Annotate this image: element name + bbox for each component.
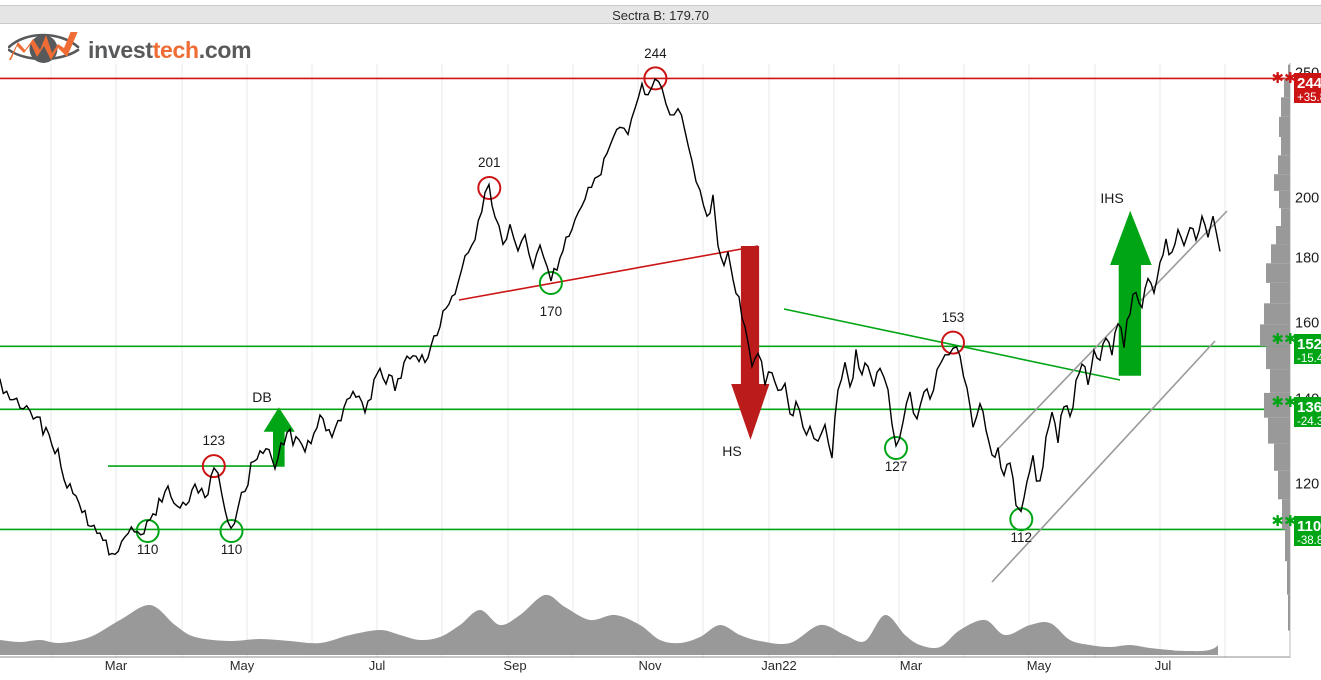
svg-text:110: 110 [221,542,243,557]
svg-text:123: 123 [203,433,226,448]
svg-text:Jul: Jul [1155,658,1172,673]
svg-text:160: 160 [1295,316,1319,332]
svg-text:-24.3: -24.3 [1297,416,1321,428]
svg-text:✱✱: ✱✱ [1271,513,1296,530]
svg-text:152: 152 [1297,336,1321,353]
svg-text:170: 170 [540,304,563,319]
svg-text:120: 120 [1295,477,1319,493]
svg-text:244: 244 [1297,75,1321,92]
svg-text:Jan22: Jan22 [761,658,796,673]
svg-text:200: 200 [1295,191,1319,207]
svg-text:✱✱: ✱✱ [1271,70,1296,87]
svg-text:Mar: Mar [105,658,128,673]
svg-text:✱✱: ✱✱ [1271,394,1296,411]
svg-text:IHS: IHS [1100,190,1123,206]
svg-text:112: 112 [1011,530,1033,545]
svg-text:201: 201 [478,155,501,170]
svg-text:136: 136 [1297,399,1321,416]
svg-text:153: 153 [942,310,965,325]
svg-text:Sep: Sep [503,658,526,673]
svg-text:DB: DB [252,389,271,405]
svg-text:May: May [1027,658,1052,673]
svg-text:Mar: Mar [900,658,923,673]
svg-text:110: 110 [1297,518,1321,535]
svg-text:-38.8: -38.8 [1297,535,1321,547]
svg-text:110: 110 [137,542,159,557]
svg-text:HS: HS [722,443,741,459]
svg-text:244: 244 [644,46,667,61]
svg-text:127: 127 [885,459,908,474]
svg-text:May: May [230,658,255,673]
svg-text:Nov: Nov [638,658,662,673]
svg-text:Jul: Jul [369,658,386,673]
svg-text:-15.4: -15.4 [1297,353,1321,365]
svg-text:✱✱: ✱✱ [1271,331,1296,348]
svg-text:+35.8: +35.8 [1297,92,1321,104]
svg-text:180: 180 [1295,251,1319,267]
